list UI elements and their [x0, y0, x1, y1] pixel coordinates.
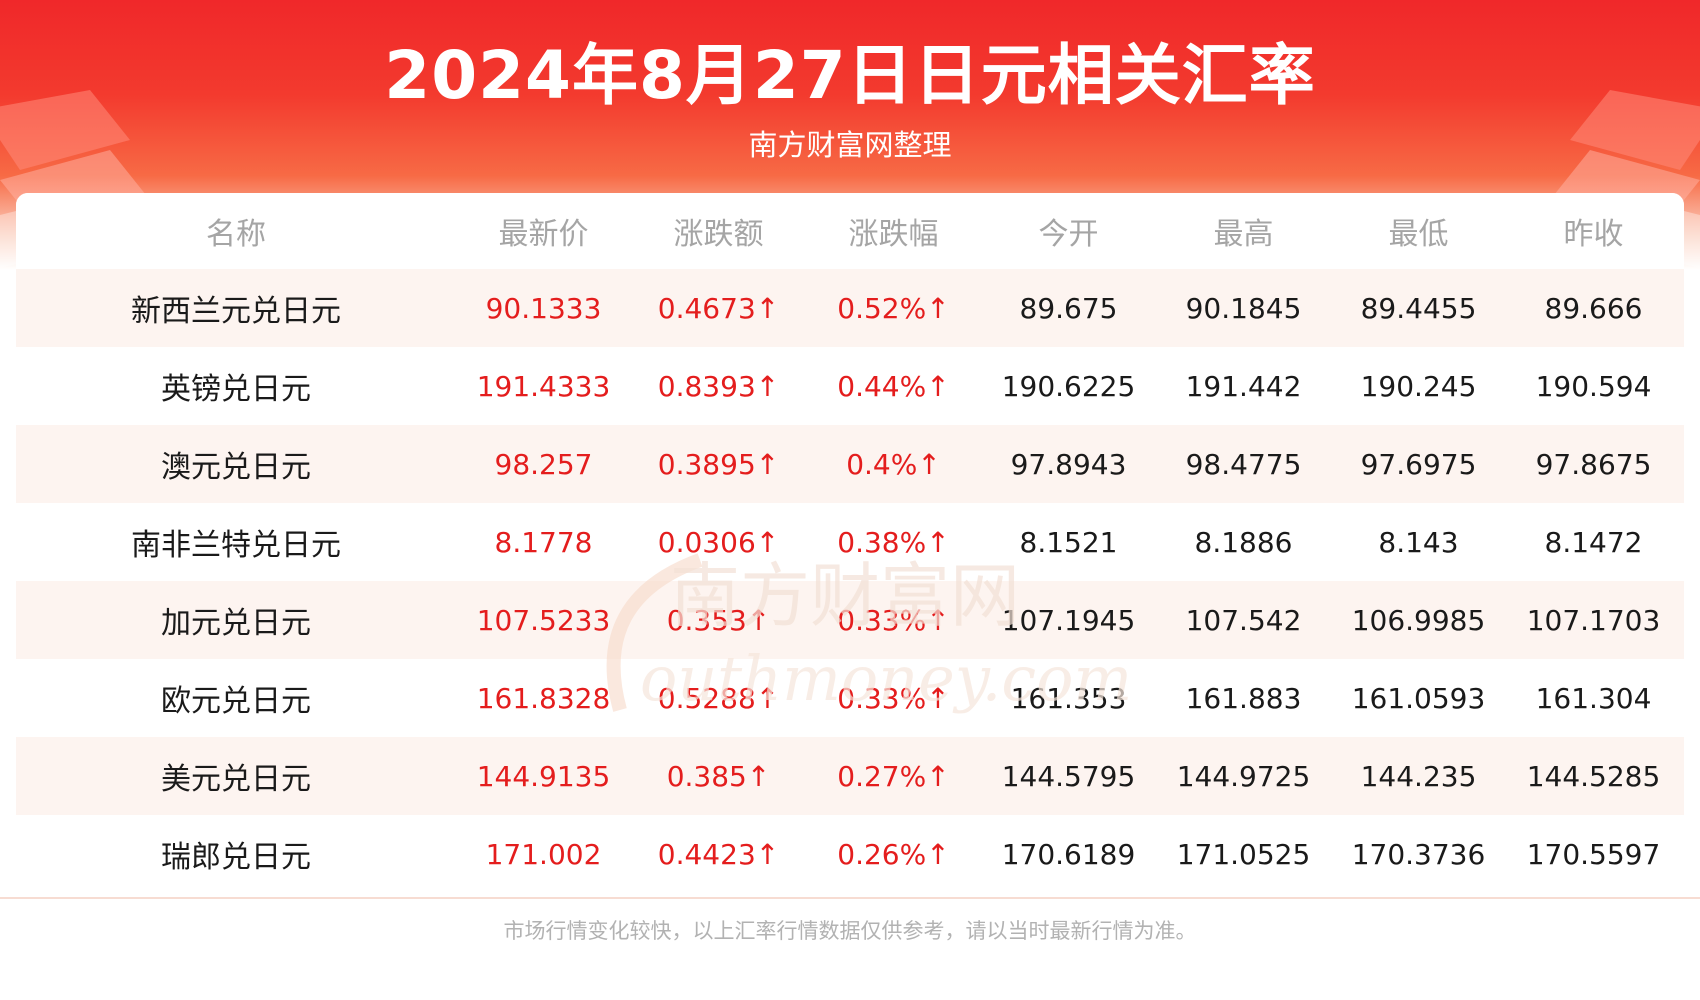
change-amount: 0.4673↑	[657, 291, 780, 325]
table-row: 新西兰元兑日元 90.1333 0.4673↑ 0.52%↑ 89.675 90…	[16, 269, 1684, 347]
column-header-latest: 最新价	[498, 217, 589, 252]
pair-name: 英镑兑日元	[161, 372, 311, 407]
prev-close: 97.8675	[1535, 447, 1652, 481]
prev-close: 190.594	[1535, 369, 1652, 403]
change-percent: 0.52%↑	[837, 291, 950, 325]
latest-price: 8.1778	[494, 525, 593, 559]
pair-name: 美元兑日元	[161, 762, 311, 797]
latest-price: 171.002	[485, 837, 602, 871]
change-amount: 0.5288↑	[657, 681, 780, 715]
prev-close: 8.1472	[1544, 525, 1643, 559]
high-price: 144.9725	[1176, 759, 1311, 793]
high-price: 90.1845	[1185, 291, 1302, 325]
open-price: 161.353	[1010, 681, 1127, 715]
open-price: 89.675	[1019, 291, 1118, 325]
change-percent: 0.4%↑	[846, 447, 941, 481]
column-header-high: 最高	[1213, 217, 1274, 252]
footer-divider	[0, 897, 1700, 899]
prev-close: 161.304	[1535, 681, 1652, 715]
high-price: 171.0525	[1176, 837, 1311, 871]
prev-close: 144.5285	[1526, 759, 1661, 793]
open-price: 170.6189	[1001, 837, 1136, 871]
change-amount: 0.8393↑	[657, 369, 780, 403]
table-row: 瑞郎兑日元 171.002 0.4423↑ 0.26%↑ 170.6189 17…	[16, 815, 1684, 893]
pair-name: 南非兰特兑日元	[131, 528, 341, 563]
latest-price: 191.4333	[476, 369, 611, 403]
prev-close: 170.5597	[1526, 837, 1661, 871]
column-header-open: 今开	[1038, 217, 1099, 252]
column-header-change: 涨跌额	[673, 217, 764, 252]
open-price: 97.8943	[1010, 447, 1127, 481]
latest-price: 98.257	[494, 447, 593, 481]
change-amount: 0.353↑	[666, 603, 771, 637]
open-price: 8.1521	[1019, 525, 1118, 559]
pair-name: 新西兰元兑日元	[131, 294, 341, 329]
prev-close: 89.666	[1544, 291, 1643, 325]
table-row: 澳元兑日元 98.257 0.3895↑ 0.4%↑ 97.8943 98.47…	[16, 425, 1684, 503]
change-percent: 0.33%↑	[837, 681, 950, 715]
column-header-low: 最低	[1388, 217, 1449, 252]
table-row: 南非兰特兑日元 8.1778 0.0306↑ 0.38%↑ 8.1521 8.1…	[16, 503, 1684, 581]
high-price: 107.542	[1185, 603, 1302, 637]
page-title: 2024年8月27日日元相关汇率	[384, 37, 1316, 114]
pair-name: 澳元兑日元	[161, 450, 311, 485]
change-percent: 0.44%↑	[837, 369, 950, 403]
change-amount: 0.3895↑	[657, 447, 780, 481]
pair-name: 瑞郎兑日元	[161, 840, 311, 875]
table-row: 加元兑日元 107.5233 0.353↑ 0.33%↑ 107.1945 10…	[16, 581, 1684, 659]
low-price: 97.6975	[1360, 447, 1477, 481]
high-price: 8.1886	[1194, 525, 1293, 559]
latest-price: 107.5233	[476, 603, 611, 637]
latest-price: 144.9135	[476, 759, 611, 793]
latest-price: 161.8328	[476, 681, 611, 715]
change-amount: 0.385↑	[666, 759, 771, 793]
pair-name: 加元兑日元	[161, 606, 311, 641]
rates-table: 名称 最新价 涨跌额 涨跌幅 今开 最高 最低 昨收 新西兰元兑日元 90.13…	[16, 193, 1684, 898]
change-amount: 0.0306↑	[657, 525, 780, 559]
table-header: 名称 最新价 涨跌额 涨跌幅 今开 最高 最低 昨收	[16, 193, 1684, 269]
change-percent: 0.38%↑	[837, 525, 950, 559]
column-header-change-pct: 涨跌幅	[848, 217, 939, 252]
low-price: 170.3736	[1351, 837, 1486, 871]
low-price: 144.235	[1360, 759, 1477, 793]
open-price: 107.1945	[1001, 603, 1136, 637]
open-price: 190.6225	[1001, 369, 1136, 403]
high-price: 161.883	[1185, 681, 1302, 715]
low-price: 8.143	[1378, 525, 1459, 559]
change-percent: 0.26%↑	[837, 837, 950, 871]
latest-price: 90.1333	[485, 291, 602, 325]
open-price: 144.5795	[1001, 759, 1136, 793]
column-header-prev-close: 昨收	[1563, 217, 1624, 252]
change-amount: 0.4423↑	[657, 837, 780, 871]
high-price: 191.442	[1185, 369, 1302, 403]
change-percent: 0.33%↑	[837, 603, 950, 637]
high-price: 98.4775	[1185, 447, 1302, 481]
low-price: 161.0593	[1351, 681, 1486, 715]
disclaimer-note: 市场行情变化较快，以上汇率行情数据仅供参考，请以当时最新行情为准。	[503, 919, 1197, 943]
prev-close: 107.1703	[1526, 603, 1661, 637]
pair-name: 欧元兑日元	[161, 684, 311, 719]
table-row: 英镑兑日元 191.4333 0.8393↑ 0.44%↑ 190.6225 1…	[16, 347, 1684, 425]
change-percent: 0.27%↑	[837, 759, 950, 793]
low-price: 89.4455	[1360, 291, 1477, 325]
table-row: 欧元兑日元 161.8328 0.5288↑ 0.33%↑ 161.353 16…	[16, 659, 1684, 737]
low-price: 106.9985	[1351, 603, 1486, 637]
table-row: 美元兑日元 144.9135 0.385↑ 0.27%↑ 144.5795 14…	[16, 737, 1684, 815]
page-subtitle: 南方财富网整理	[748, 128, 952, 162]
low-price: 190.245	[1360, 369, 1477, 403]
column-header-name: 名称	[206, 217, 266, 252]
